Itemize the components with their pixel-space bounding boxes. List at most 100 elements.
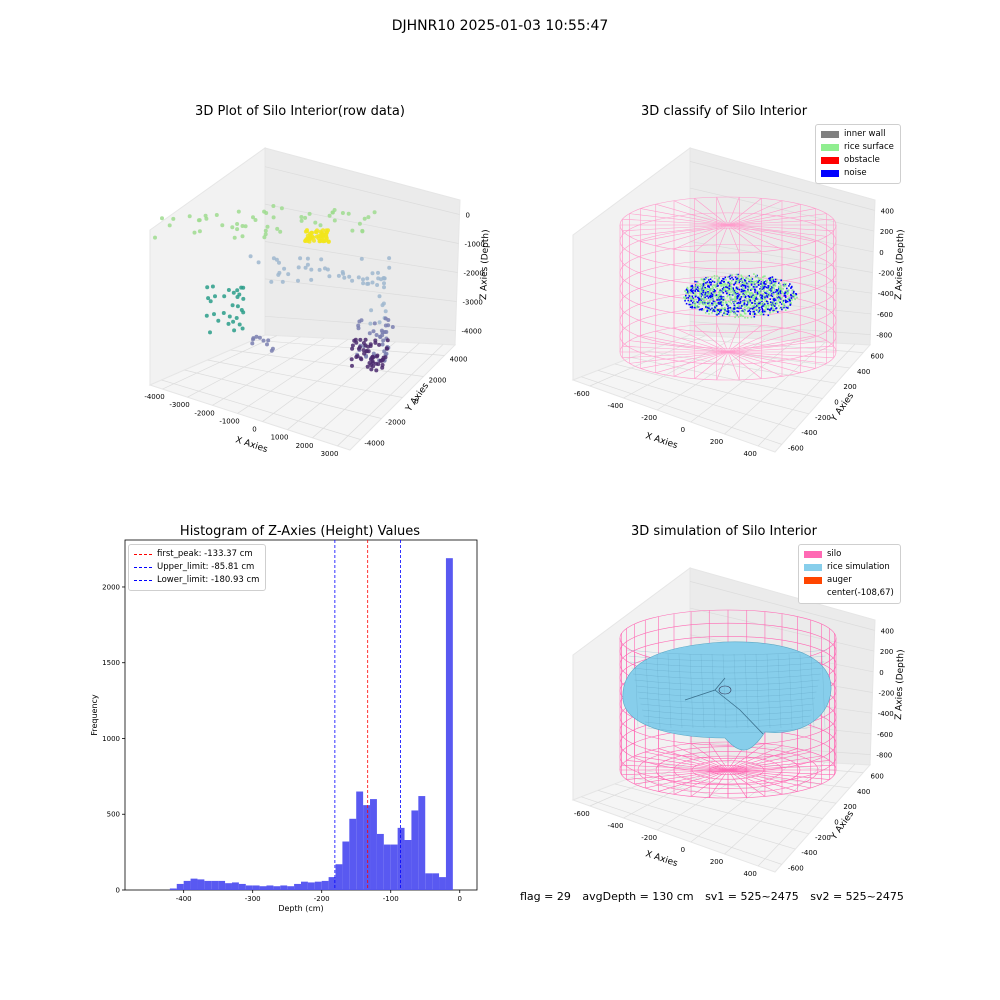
- data-point: [379, 277, 383, 282]
- classified-point: [750, 316, 753, 319]
- histogram-bar: [301, 881, 308, 890]
- classified-point: [755, 280, 757, 283]
- classify-3d-chart[interactable]: -600-400-2000200400-600-400-200020040060…: [565, 130, 905, 465]
- classified-point: [732, 278, 735, 281]
- classified-point: [730, 293, 732, 296]
- classified-point: [770, 294, 772, 297]
- classified-point: [778, 305, 780, 307]
- classified-point: [778, 298, 781, 301]
- classified-point: [771, 302, 774, 304]
- classified-point: [707, 305, 710, 307]
- data-point: [231, 290, 236, 295]
- data-point: [296, 278, 300, 283]
- simulation-3d-chart[interactable]: -600-400-2000200400-600-400-200020040060…: [565, 550, 905, 880]
- classified-point: [774, 299, 777, 301]
- raw-3d-chart[interactable]: -4000 -3000 -2000 -1000 0 1000 2000 3000 -4000 -2…: [140, 130, 500, 460]
- histogram-bar: [204, 880, 212, 890]
- classified-point: [762, 290, 765, 293]
- classified-point: [716, 302, 718, 305]
- classified-point: [745, 277, 748, 280]
- classified-point: [712, 290, 714, 293]
- classified-point: [714, 295, 716, 297]
- data-point: [310, 230, 314, 235]
- data-point: [204, 216, 209, 221]
- classified-point: [717, 281, 719, 284]
- classified-point: [743, 282, 746, 285]
- classified-point: [714, 286, 717, 288]
- classified-point: [733, 311, 735, 313]
- classified-point: [779, 301, 781, 304]
- classified-point: [779, 291, 781, 293]
- classified-point: [735, 281, 737, 283]
- classified-point: [764, 298, 767, 300]
- classified-point: [752, 283, 755, 285]
- histogram-bar: [231, 882, 239, 890]
- classified-point: [730, 291, 732, 293]
- classified-point: [703, 291, 706, 294]
- data-point: [270, 346, 275, 351]
- data-point: [375, 353, 380, 358]
- data-point: [383, 316, 388, 321]
- rice-mesh-line: [634, 653, 639, 729]
- classified-point: [704, 293, 707, 296]
- data-point: [250, 341, 255, 346]
- classified-point: [733, 291, 735, 294]
- classified-point: [699, 289, 701, 292]
- classified-point: [752, 281, 754, 283]
- classified-point: [733, 302, 736, 304]
- classified-point: [724, 288, 727, 291]
- classified-point: [693, 294, 696, 297]
- classified-point: [747, 303, 749, 306]
- data-point: [226, 288, 231, 292]
- classified-point: [691, 285, 694, 288]
- classified-point: [769, 298, 772, 300]
- classified-point: [727, 311, 730, 314]
- classified-point: [754, 300, 756, 302]
- data-point: [360, 229, 365, 234]
- data-point: [235, 288, 240, 293]
- classified-point: [748, 309, 750, 312]
- silo-roof-line: [655, 203, 729, 226]
- raw-3d-xlabel: X Axies: [234, 435, 269, 455]
- classified-point: [775, 310, 778, 313]
- classified-point: [734, 297, 736, 300]
- y-tick-label: -200: [815, 834, 831, 842]
- classified-point: [743, 299, 746, 302]
- histogram-bar: [218, 880, 226, 890]
- silo-floor-line: [673, 351, 729, 377]
- classified-point: [761, 313, 763, 316]
- classified-point: [723, 298, 726, 301]
- histogram-bar: [273, 886, 281, 890]
- classified-point: [726, 310, 729, 313]
- legend-swatch: [821, 157, 839, 164]
- legend-line: [134, 554, 152, 555]
- classified-point: [721, 283, 724, 285]
- classified-point: [772, 293, 775, 296]
- classified-point: [777, 292, 780, 295]
- classified-point: [716, 309, 719, 311]
- classified-point: [771, 300, 774, 303]
- histogram-bar: [439, 877, 446, 890]
- silo-roof-line: [727, 218, 834, 226]
- data-point: [380, 365, 385, 370]
- legend-item: first_peak: -133.37 cm: [134, 548, 259, 561]
- classified-point: [685, 292, 688, 295]
- classified-point: [742, 284, 745, 287]
- classified-point: [781, 303, 783, 305]
- classified-point: [753, 273, 755, 275]
- classified-point: [695, 305, 698, 308]
- classified-point: [692, 289, 694, 292]
- classified-point: [709, 298, 712, 301]
- classified-point: [719, 298, 721, 301]
- classified-point: [721, 288, 724, 290]
- classified-point: [747, 306, 749, 309]
- classified-point: [778, 296, 781, 299]
- classified-point: [746, 307, 748, 310]
- classified-point: [763, 286, 765, 289]
- data-point: [216, 318, 221, 323]
- histogram-chart[interactable]: -400 -300 -200 -100 0 0 500 1000 1500 2000 Depth…: [80, 535, 490, 920]
- classified-point: [779, 295, 781, 298]
- classified-point: [711, 295, 714, 298]
- classified-point: [757, 298, 760, 300]
- classified-point: [702, 282, 705, 285]
